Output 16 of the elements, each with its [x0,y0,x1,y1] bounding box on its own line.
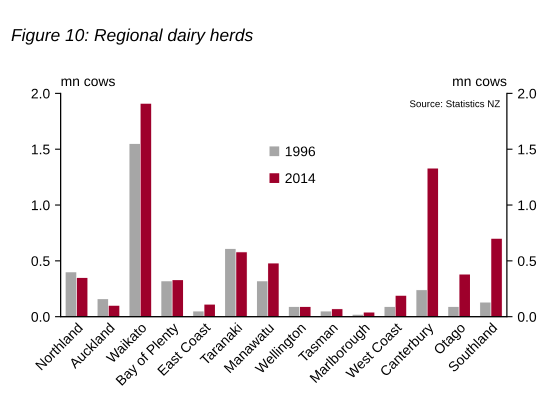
chart-title: Figure 10: Regional dairy herds [12,28,253,45]
y2-axis-title: mn cows [453,78,506,86]
y2-tick-label: 0.0 [518,312,536,322]
legend-label: 2014 [285,173,316,184]
y-axis-title: mn cows [62,78,115,86]
y2-tick-label: 0.5 [518,256,536,266]
y2-tick-label: 2.0 [518,88,536,99]
y2-tick-label: 1.0 [518,200,536,210]
y-tick-label: 1.0 [32,200,50,210]
y-tick-label: 0.5 [31,256,50,266]
y-tick-label: 1.5 [32,144,50,154]
y-tick-label: 2.0 [32,88,50,99]
y-tick-label: 0.0 [31,312,50,322]
y2-tick-label: 1.5 [518,144,536,154]
legend-label: 1996 [286,146,316,156]
annotation: Source: Statistics NZ [410,100,500,108]
